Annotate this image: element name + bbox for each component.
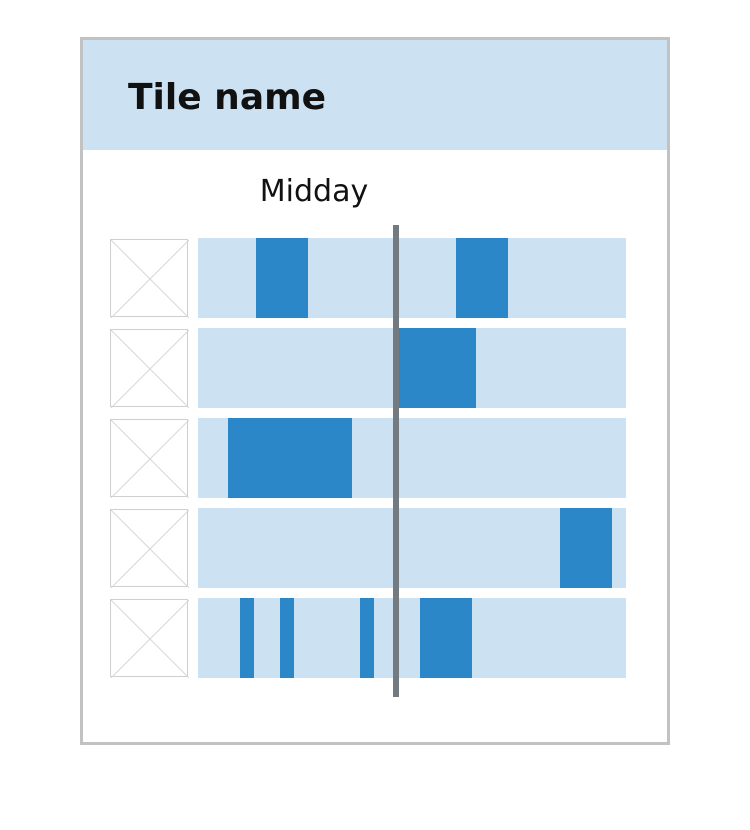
image-placeholder-icon	[110, 599, 189, 678]
image-placeholder-icon	[110, 509, 189, 588]
tile-title: Tile name	[128, 77, 327, 118]
image-placeholder-icon	[110, 419, 189, 498]
timeline-segment	[239, 598, 255, 678]
timeline-segment	[560, 508, 612, 588]
timeline-segment	[255, 238, 308, 318]
timeline-segment	[397, 328, 477, 408]
tile-header: Tile name	[83, 40, 667, 150]
timeline-segment	[456, 238, 508, 318]
midday-label: Midday	[259, 174, 369, 209]
timeline-track	[198, 418, 626, 498]
timeline-track	[198, 328, 626, 408]
timeline-segment	[227, 418, 353, 498]
timeline-segment	[360, 598, 375, 678]
image-placeholder-icon	[110, 239, 189, 318]
timeline-segment	[420, 598, 473, 678]
timeline-track	[198, 508, 626, 588]
timeline-segment	[280, 598, 294, 678]
timeline-track	[198, 598, 626, 678]
timeline-track	[198, 238, 626, 318]
midday-marker-line	[393, 225, 399, 697]
image-placeholder-icon	[110, 329, 189, 408]
